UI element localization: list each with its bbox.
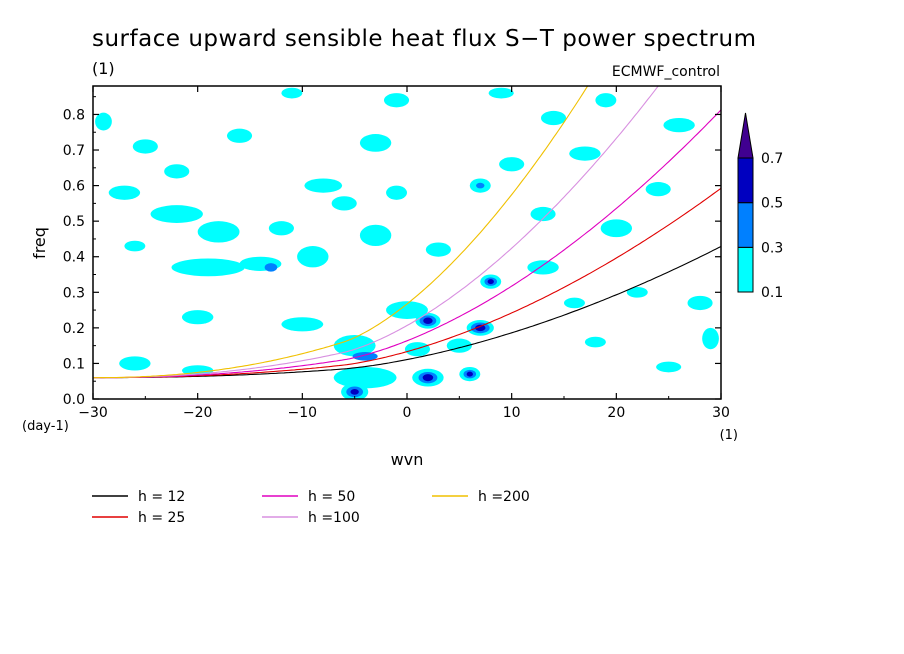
contour-patch [333, 366, 397, 389]
legend-label: h = 25 [138, 510, 185, 526]
contour-patch [331, 196, 357, 211]
y-tick-label: 0.1 [63, 356, 85, 372]
dispersion-curve [93, 86, 659, 379]
colorbar-extend-arrow [737, 112, 754, 159]
x-tick-label: −20 [183, 405, 213, 421]
contour-patch [108, 185, 141, 200]
x-tick-label: 30 [712, 405, 730, 421]
x-tick-label: −30 [78, 405, 108, 421]
y-tick-label: 0.7 [63, 143, 85, 159]
dispersion-curve [93, 187, 721, 379]
contour-patch [281, 317, 324, 332]
contour-patch [281, 87, 303, 99]
contour-patch [422, 374, 434, 382]
contour-patch [499, 157, 525, 172]
contour-patch [268, 221, 294, 236]
contour-patch [663, 118, 695, 133]
contour-patch [425, 242, 451, 257]
colorbar-segment [737, 202, 754, 248]
x-tick-label: 10 [503, 405, 521, 421]
contour-patch [181, 310, 214, 325]
contour-patch [304, 178, 343, 193]
contour-patch [475, 324, 486, 332]
y-axis-units: (day-1) [22, 419, 69, 434]
contour-patch [333, 334, 376, 357]
y-tick-label: 0.5 [63, 214, 85, 230]
legend: h = 12 h = 25 h = 50 h =100 h =200 [92, 489, 530, 526]
contour-patch [386, 185, 407, 200]
contour-patch [487, 279, 494, 285]
contour-patch [423, 317, 433, 324]
dispersion-curve [93, 246, 721, 379]
colorbar-label: 0.1 [761, 285, 783, 301]
colorbar-label: 0.7 [761, 151, 783, 167]
contour-patch [197, 221, 240, 243]
dispersion-curve [93, 109, 721, 379]
x-tick-label: −10 [288, 405, 318, 421]
contour-patch [132, 139, 158, 154]
x-axis-units: (1) [720, 428, 738, 443]
contour-patch [150, 205, 203, 223]
x-tick-label: 0 [403, 405, 412, 421]
y-tick-label: 0.0 [63, 392, 85, 408]
chart-title: surface upward sensible heat flux S−T po… [92, 26, 757, 52]
legend-label: h = 50 [308, 489, 355, 505]
contour-fill-layer [95, 87, 719, 399]
y-tick-label: 0.8 [63, 107, 85, 123]
y-tick-label: 0.6 [63, 179, 85, 195]
legend-label: h =100 [308, 510, 360, 526]
y-tick-label: 0.2 [63, 321, 85, 337]
contour-patch [584, 336, 606, 348]
colorbar-segment [737, 246, 754, 293]
source-label: ECMWF_control [612, 64, 720, 80]
contour-patch [383, 93, 410, 108]
contour-patch [645, 182, 671, 197]
y-tick-label: 0.4 [63, 250, 85, 266]
contour-patch [386, 301, 428, 319]
colorbar-segment [737, 157, 754, 204]
contour-patch [164, 164, 190, 179]
contour-patch [687, 295, 713, 311]
contour-patch [350, 389, 359, 395]
contour-patch [564, 297, 585, 309]
contour-patch [359, 224, 392, 247]
contour-patch [95, 112, 112, 131]
contour-patch [569, 146, 601, 161]
legend-label: h = 12 [138, 489, 185, 505]
contour-patch [656, 361, 682, 373]
colorbar: 0.1 0.3 0.5 0.7 [737, 112, 783, 301]
contour-patch [476, 182, 485, 189]
contour-patch [352, 352, 378, 361]
contour-patch [171, 258, 245, 277]
contour-patch [600, 219, 633, 238]
colorbar-label: 0.5 [761, 196, 783, 212]
axes-layer: −30 −20 −10 0 10 20 30 0.0 0.1 0.2 0.3 0.4 0.5 0.6 0.7… [63, 85, 730, 421]
contour-patch [540, 110, 567, 126]
contour-patch [595, 93, 617, 108]
contour-patch [702, 327, 719, 350]
contour-patch [119, 356, 151, 371]
colorbar-label: 0.3 [761, 240, 783, 256]
contour-patch [264, 263, 278, 272]
dispersion-curve [93, 86, 589, 379]
x-tick-label: 20 [607, 405, 625, 421]
contour-patch [466, 371, 473, 377]
contour-patch [404, 342, 431, 357]
contour-patch [359, 134, 392, 152]
dispersion-curves-layer [93, 86, 721, 379]
contour-patch [626, 286, 648, 298]
contour-patch [226, 128, 253, 143]
contour-patch [530, 206, 556, 222]
y-axis-label: freq [30, 227, 49, 259]
legend-label: h =200 [478, 489, 530, 505]
title-units: (1) [92, 59, 115, 78]
contour-patch [488, 87, 514, 99]
contour-patch [297, 246, 329, 268]
y-tick-label: 0.3 [63, 285, 85, 301]
contour-patch [124, 240, 146, 252]
x-axis-label: wvn [391, 450, 424, 469]
